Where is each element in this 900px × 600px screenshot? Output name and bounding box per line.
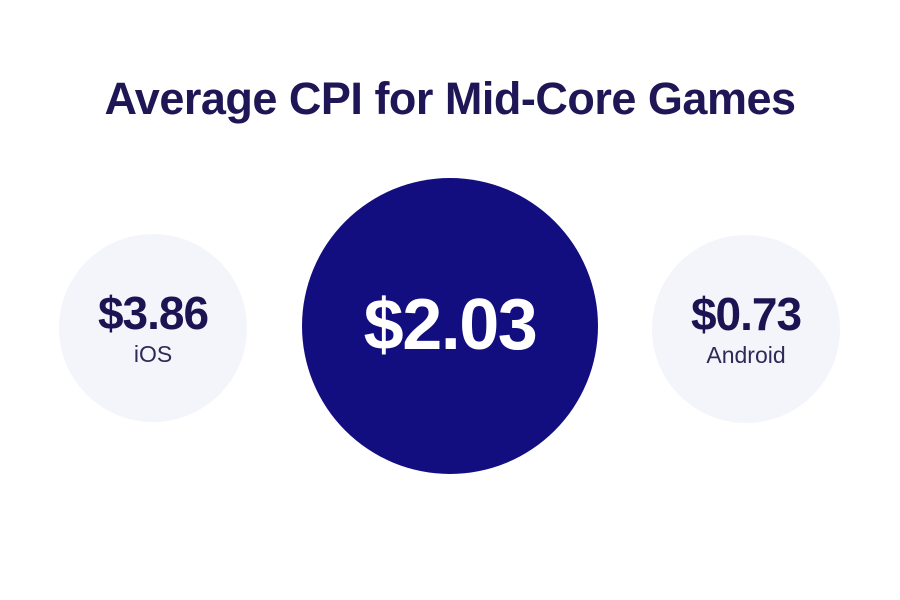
overall-cpi-value: $2.03 xyxy=(363,285,538,366)
android-cpi-value: $0.73 xyxy=(690,287,802,340)
bubble-overall-average: $2.03 xyxy=(302,178,598,474)
page-title: Average CPI for Mid-Core Games xyxy=(104,73,796,124)
bubble-android: $0.73 Android xyxy=(652,235,840,423)
android-label: Android xyxy=(706,341,786,368)
bubble-ios: $3.86 iOS xyxy=(59,234,247,422)
ios-cpi-value: $3.86 xyxy=(97,286,209,339)
ios-label: iOS xyxy=(133,340,173,367)
